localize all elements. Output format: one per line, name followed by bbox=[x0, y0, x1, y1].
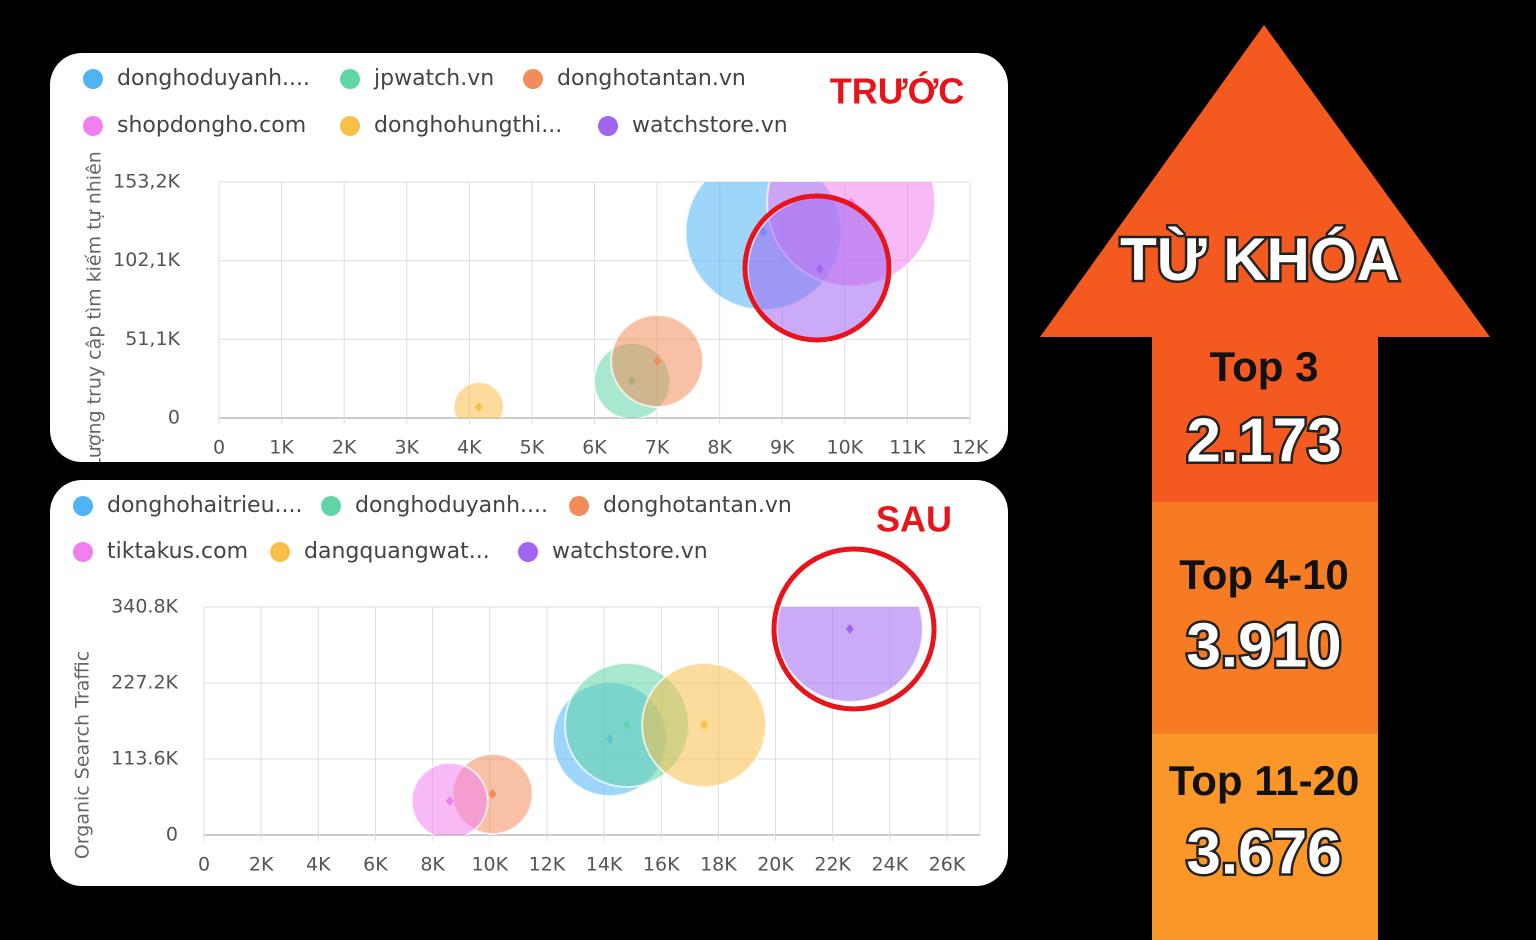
highlight-ring bbox=[742, 193, 892, 343]
y-axis-label: Organic Search Traffic bbox=[72, 651, 94, 859]
legend-label: donghotantan.vn bbox=[557, 66, 746, 91]
y-tick-label: 0 bbox=[168, 407, 180, 429]
x-tick-label: 7K bbox=[645, 437, 670, 459]
legend-label: tiktakus.com bbox=[107, 539, 248, 564]
bubble-center bbox=[653, 356, 662, 367]
y-tick-label: 0 bbox=[166, 824, 178, 846]
chart: TRƯỚC Lượng truy cập tìm kiếm tự nhiên 0 51… bbox=[83, 66, 989, 469]
legend-swatch bbox=[569, 496, 589, 516]
x-tick-label: 8K bbox=[707, 437, 732, 459]
legend-swatch bbox=[340, 69, 360, 89]
legend-label: donghoduyanh.... bbox=[117, 66, 310, 91]
legend-swatch bbox=[270, 542, 290, 562]
x-tick-label: 24K bbox=[872, 854, 909, 876]
level-label: Top 11-20 bbox=[1169, 757, 1360, 804]
chart: SAU Organic Search Traffic 0 113.6K 227.2K 34… bbox=[72, 493, 981, 876]
x-tick-label: 18K bbox=[700, 854, 737, 876]
legend-label: jpwatch.vn bbox=[373, 66, 494, 91]
x-tick-label: 14K bbox=[586, 854, 623, 876]
legend-label: watchstore.vn bbox=[552, 539, 708, 564]
legend-label: shopdongho.com bbox=[117, 113, 306, 138]
x-tick-label: 5K bbox=[520, 437, 545, 459]
level-label: Top 3 bbox=[1210, 343, 1319, 390]
legend-swatch bbox=[73, 496, 93, 516]
x-tick-label: 16K bbox=[643, 854, 680, 876]
bubble-center bbox=[488, 788, 497, 799]
x-tick-label: 12K bbox=[952, 437, 989, 459]
bubble-center bbox=[700, 720, 709, 731]
x-tick-label: 6K bbox=[363, 854, 388, 876]
legend-label: donghohaitrieu.... bbox=[107, 493, 303, 518]
arrow-title: TỪ KHÓA bbox=[1120, 226, 1400, 293]
y-tick-label: 102,1K bbox=[113, 249, 180, 271]
level-count: 3.910 bbox=[1186, 611, 1341, 680]
legend-label: watchstore.vn bbox=[632, 113, 788, 138]
bubble-center bbox=[622, 720, 631, 731]
highlight-ring bbox=[771, 546, 937, 712]
bubble-center bbox=[445, 796, 454, 807]
bubble-center bbox=[845, 623, 854, 634]
x-tick-label: 0 bbox=[198, 854, 210, 876]
legend-label: dangquangwat... bbox=[304, 539, 490, 564]
bubble-center bbox=[815, 264, 824, 275]
legend-swatch bbox=[340, 116, 360, 136]
bubble-center bbox=[474, 402, 483, 413]
arrow: TỪ KHÓA Top 3 2.173 Top 4-10 3.910 Top 1… bbox=[1040, 25, 1490, 940]
x-tick-label: 11K bbox=[889, 437, 926, 459]
x-tick-label: 12K bbox=[529, 854, 566, 876]
x-tick-label: 8K bbox=[420, 854, 445, 876]
plot-area bbox=[410, 607, 924, 835]
x-tick-label: 20K bbox=[757, 854, 794, 876]
legend-swatch bbox=[83, 116, 103, 136]
x-tick-label: 6K bbox=[582, 437, 607, 459]
legend-swatch bbox=[598, 116, 618, 136]
legend-swatch bbox=[523, 69, 543, 89]
legend-swatch bbox=[73, 542, 93, 562]
arrow-band bbox=[1152, 502, 1378, 734]
chart-title: TRƯỚC bbox=[830, 70, 965, 112]
level-count: 2.173 bbox=[1186, 406, 1341, 475]
legend-label: donghotantan.vn bbox=[603, 493, 792, 518]
level-label: Top 4-10 bbox=[1179, 551, 1349, 598]
y-tick-label: 51,1K bbox=[125, 328, 180, 350]
level-count: 3.676 bbox=[1186, 818, 1341, 887]
card bbox=[50, 53, 1008, 462]
y-tick-label: 153,2K bbox=[113, 171, 180, 193]
arrow-head bbox=[1040, 25, 1490, 337]
x-tick-label: 10K bbox=[471, 854, 508, 876]
x-tick-label: 2K bbox=[249, 854, 274, 876]
x-tick-label: 3K bbox=[394, 437, 419, 459]
x-tick-label: 4K bbox=[306, 854, 331, 876]
arrow-band bbox=[1152, 734, 1378, 940]
y-axis-label: Lượng truy cập tìm kiếm tự nhiên bbox=[84, 151, 106, 469]
y-tick-label: 113.6K bbox=[111, 748, 178, 770]
legend-swatch bbox=[321, 496, 341, 516]
arrow-band bbox=[1152, 330, 1378, 502]
x-tick-label: 22K bbox=[814, 854, 851, 876]
legend-swatch bbox=[518, 542, 538, 562]
x-tick-label: 2K bbox=[332, 437, 357, 459]
x-tick-label: 0 bbox=[213, 437, 225, 459]
y-tick-label: 227.2K bbox=[111, 672, 178, 694]
x-tick-label: 1K bbox=[269, 437, 294, 459]
x-tick-label: 10K bbox=[827, 437, 864, 459]
x-tick-label: 9K bbox=[770, 437, 795, 459]
x-tick-label: 4K bbox=[457, 437, 482, 459]
legend-swatch bbox=[83, 69, 103, 89]
legend-label: donghohungthi... bbox=[374, 113, 562, 138]
y-tick-label: 340.8K bbox=[111, 596, 178, 618]
chart-title: SAU bbox=[876, 499, 952, 540]
x-tick-label: 26K bbox=[929, 854, 966, 876]
legend-label: donghoduyanh.... bbox=[355, 493, 548, 518]
